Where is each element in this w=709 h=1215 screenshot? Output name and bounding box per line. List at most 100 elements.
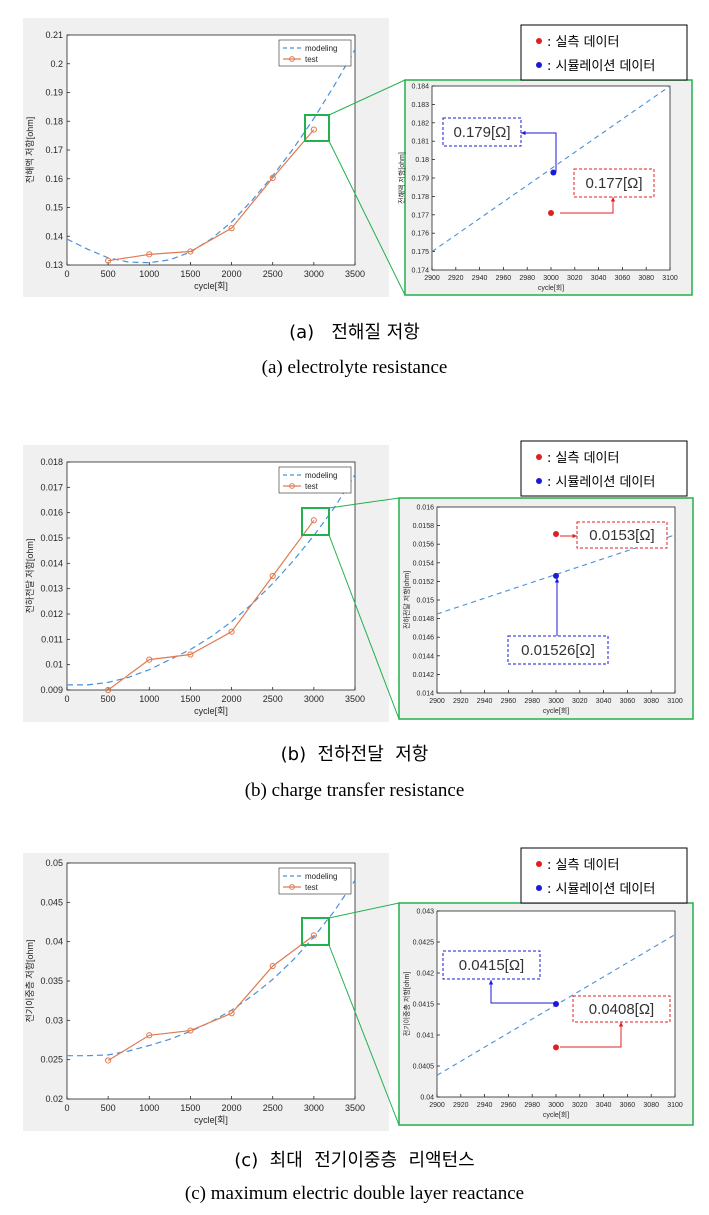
real-value-label: 0.177[Ω] — [585, 175, 642, 192]
test-series-line — [108, 129, 315, 262]
zoom-highlight-box — [301, 917, 330, 946]
zoom-y-tick-label: 0.016 — [416, 505, 434, 512]
simulation-data-point — [553, 572, 559, 579]
x-tick-label: 2500 — [263, 694, 283, 704]
zoom-y-tick-label: 0.176 — [411, 231, 429, 238]
sim-value-box — [442, 950, 541, 980]
zoom-y-tick-label: 0.014 — [416, 691, 434, 698]
zoom-modeling-line — [431, 85, 671, 253]
zoom-y-tick-label: 0.175 — [411, 249, 429, 256]
test-series-line — [107, 934, 315, 1062]
zoom-x-tick-label: 3060 — [620, 1102, 636, 1109]
y-axis-label: 전하전달 저항[ohm] — [24, 539, 35, 614]
zoom-x-tick-label: 2940 — [477, 698, 493, 705]
test-point — [187, 1027, 194, 1034]
y-tick-label: 0.16 — [45, 174, 63, 184]
zoom-connector-top — [328, 902, 400, 919]
zoom-y-tick-label: 0.182 — [411, 120, 429, 127]
chart-panel-a: 0 500 1000 1500 2000 2500 3000 3500 0.13 0.14 0.15… — [23, 18, 693, 297]
y-tick-label: 0.18 — [45, 116, 63, 126]
zoom-x-axis-label: cycle[회] — [538, 284, 564, 292]
main-plot-area — [66, 34, 356, 266]
y-tick-label: 0.02 — [45, 1094, 63, 1104]
zoom-x-tick-label: 3080 — [638, 275, 654, 282]
x-tick-label: 3000 — [304, 269, 324, 279]
caption-b-korean: (b) 전하전달 저항 — [280, 744, 429, 765]
y-tick-label: 0.018 — [40, 457, 63, 467]
legend-real-marker — [536, 454, 542, 460]
x-tick-label: 0 — [64, 269, 69, 279]
x-axis-label: cycle[회] — [194, 1115, 228, 1125]
zoom-x-axis-label: cycle[회] — [543, 707, 569, 715]
x-tick-label: 1000 — [139, 1103, 159, 1113]
zoom-y-axis-label: 전기이중층 저항[ohm] — [402, 972, 411, 1037]
zoom-y-tick-label: 0.183 — [411, 102, 429, 109]
test-point — [228, 628, 235, 635]
data-legend-box — [520, 847, 688, 904]
real-data-point — [548, 209, 554, 216]
zoom-x-tick-label: 3020 — [567, 275, 583, 282]
zoom-x-tick-label: 3040 — [596, 698, 612, 705]
x-tick-label: 3000 — [304, 1103, 324, 1113]
real-value-label: 0.0153[Ω] — [589, 527, 654, 544]
x-tick-label: 2500 — [263, 269, 283, 279]
zoom-y-tick-label: 0.174 — [411, 268, 429, 275]
y-tick-label: 0.17 — [45, 145, 63, 155]
y-tick-label: 0.035 — [40, 976, 63, 986]
x-tick-label: 500 — [101, 269, 116, 279]
zoom-x-tick-label: 3000 — [543, 275, 559, 282]
legend-simulation-label: : 시뮬레이션 데이터 — [547, 59, 655, 74]
zoom-y-tick-label: 0.0142 — [413, 672, 435, 679]
zoom-y-tick-label: 0.0415 — [413, 1002, 435, 1009]
legend-test-label: test — [305, 55, 319, 64]
real-annotation-arrowhead — [572, 533, 577, 539]
legend-simulation-marker — [536, 885, 542, 891]
legend-real-label: : 실측 데이터 — [547, 451, 619, 466]
zoom-x-tick-label: 3020 — [572, 698, 588, 705]
sim-annotation-arrowhead — [554, 578, 560, 583]
test-point — [146, 251, 153, 258]
legend-test-marker — [289, 884, 295, 890]
real-annotation-arrowhead — [610, 197, 616, 202]
zoom-x-tick-label: 3040 — [591, 275, 607, 282]
zoom-x-tick-label: 3100 — [667, 1102, 683, 1109]
y-axis-label: 전해액 저항[ohm] — [24, 117, 35, 183]
x-tick-label: 500 — [101, 694, 116, 704]
zoom-x-tick-label: 2940 — [472, 275, 488, 282]
sim-annotation-leader — [490, 980, 556, 1004]
x-tick-label: 1000 — [139, 269, 159, 279]
zoom-y-tick-label: 0.043 — [416, 909, 434, 916]
y-tick-label: 0.045 — [40, 897, 63, 907]
sim-value-label: 0.0415[Ω] — [459, 957, 524, 974]
zoom-y-tick-label: 0.179 — [411, 176, 429, 183]
sim-value-label: 0.01526[Ω] — [521, 642, 595, 659]
test-point — [310, 932, 317, 939]
zoom-x-tick-label: 3100 — [662, 275, 678, 282]
legend-test-marker — [289, 483, 295, 489]
zoom-x-tick-label: 2960 — [496, 275, 512, 282]
zoom-y-axis-label: 전해액 저항[ohm] — [397, 152, 406, 204]
x-tick-label: 3500 — [345, 694, 365, 704]
test-point — [269, 174, 276, 181]
x-tick-label: 3000 — [304, 694, 324, 704]
x-tick-label: 2000 — [222, 1103, 242, 1113]
x-tick-label: 1000 — [139, 694, 159, 704]
caption-c-english: (c) maximum electric double layer reacta… — [184, 1183, 525, 1204]
y-tick-label: 0.03 — [45, 1015, 63, 1025]
test-point — [146, 1032, 153, 1039]
real-value-box — [572, 995, 671, 1023]
zoom-y-tick-label: 0.0148 — [413, 616, 435, 623]
zoom-y-tick-label: 0.0146 — [413, 635, 435, 642]
x-tick-label: 0 — [64, 694, 69, 704]
zoom-y-tick-label: 0.0405 — [413, 1064, 435, 1071]
real-value-label: 0.0408[Ω] — [589, 1001, 654, 1018]
y-tick-label: 0.04 — [45, 937, 63, 947]
zoom-x-tick-label: 3060 — [620, 698, 636, 705]
x-tick-label: 1500 — [180, 694, 200, 704]
zoom-y-tick-label: 0.041 — [416, 1033, 434, 1040]
test-point — [269, 572, 276, 580]
zoom-x-tick-label: 2940 — [477, 1102, 493, 1109]
legend-test-label: test — [305, 883, 319, 892]
caption-a-korean: (a) 전해질 저항 — [289, 322, 420, 343]
zoom-y-tick-label: 0.04 — [420, 1095, 434, 1102]
